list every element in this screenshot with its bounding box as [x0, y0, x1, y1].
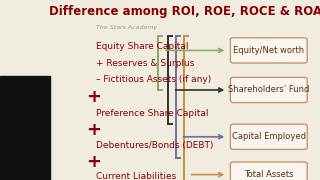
Text: Difference among ROI, ROE, ROCE & ROA: Difference among ROI, ROE, ROCE & ROA [49, 5, 320, 18]
Text: Shareholders’ Fund: Shareholders’ Fund [228, 86, 309, 94]
Bar [0, 76, 50, 180]
Text: Debentures/Bonds (DEBT): Debentures/Bonds (DEBT) [96, 141, 213, 150]
FancyBboxPatch shape [230, 77, 307, 103]
Text: +: + [86, 153, 101, 171]
Text: The Stars Academy: The Stars Academy [96, 25, 157, 30]
Text: Equity/Net worth: Equity/Net worth [233, 46, 304, 55]
Text: Current Liabilities: Current Liabilities [96, 172, 176, 180]
FancyBboxPatch shape [230, 124, 307, 149]
Text: +: + [86, 88, 101, 106]
Text: Equity Share Capital: Equity Share Capital [96, 42, 188, 51]
Text: +: + [86, 121, 101, 139]
FancyBboxPatch shape [230, 38, 307, 63]
Text: Total Assets: Total Assets [244, 170, 293, 179]
Text: – Fictitious Assets (if any): – Fictitious Assets (if any) [96, 75, 211, 84]
Text: Preference Share Capital: Preference Share Capital [96, 109, 209, 118]
Text: Capital Employed: Capital Employed [232, 132, 306, 141]
Text: + Reserves & Surplus: + Reserves & Surplus [96, 58, 194, 68]
FancyBboxPatch shape [230, 162, 307, 180]
